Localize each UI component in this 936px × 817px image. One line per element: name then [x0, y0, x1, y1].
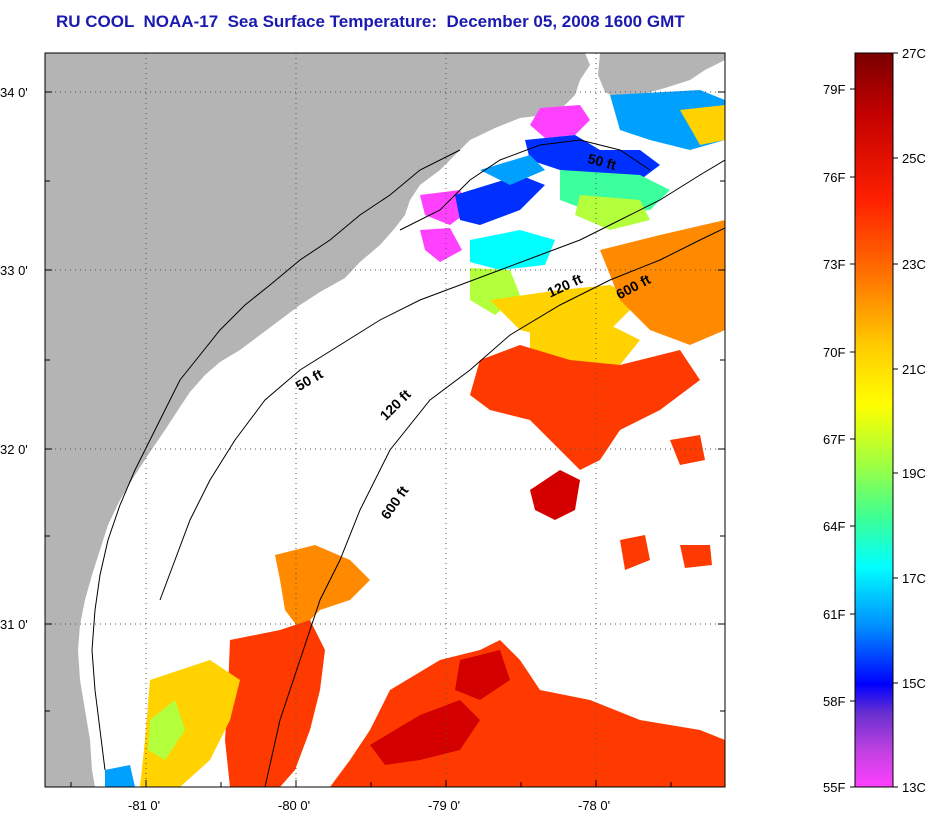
colorbar-c-label: 13C: [902, 780, 926, 795]
lat-label: 32 0': [0, 442, 28, 457]
contour-120ft: [159, 159, 725, 601]
colorbar-f-label: 70F: [823, 345, 845, 360]
lon-label: -80 0': [278, 798, 310, 813]
grid-lines: [45, 53, 725, 787]
colorbar-f-label: 67F: [823, 432, 845, 447]
lat-label: 33 0': [0, 263, 28, 278]
colorbar-c-label: 15C: [902, 676, 926, 691]
colorbar-f-label: 76F: [823, 170, 845, 185]
colorbar-f-label: 61F: [823, 607, 845, 622]
colorbar-c-label: 17C: [902, 571, 926, 586]
lon-label: -78 0': [578, 798, 610, 813]
contour-50ft: [399, 139, 651, 231]
colorbar-gradient: [854, 52, 894, 788]
lon-label: -79 0': [428, 798, 460, 813]
colorbar-c-label: 21C: [902, 362, 926, 377]
lon-label: -81 0': [128, 798, 160, 813]
colorbar-f-label: 64F: [823, 519, 845, 534]
colorbar-c-label: 25C: [902, 151, 926, 166]
sst-patches: [105, 90, 725, 787]
lat-label: 34 0': [0, 85, 28, 100]
map-body: [45, 53, 725, 787]
land-area: [45, 53, 590, 787]
colorbar-f-label: 55F: [823, 780, 845, 795]
colorbar: 79F 76F 73F 70F 67F 64F 61F 58F 55F 27C …: [823, 46, 926, 795]
colorbar-c-label: 19C: [902, 466, 926, 481]
colorbar-f-label: 58F: [823, 694, 845, 709]
contour-600ft: [264, 227, 725, 787]
colorbar-f-label: 79F: [823, 82, 845, 97]
axis-ticks: [45, 91, 725, 787]
latitude-labels: 34 0' 33 0' 32 0' 31 0': [0, 85, 28, 632]
map-frame: [44, 52, 726, 788]
depth-contours: [91, 139, 725, 787]
colorbar-f-label: 73F: [823, 257, 845, 272]
lat-label: 31 0': [0, 617, 28, 632]
map-title: RU COOL NOAA-17 Sea Surface Temperature:…: [56, 12, 685, 31]
contour-label-50ft: 50 ft: [586, 150, 618, 173]
land-area-northeast: [598, 53, 725, 100]
contour-50ft-south: [91, 149, 461, 771]
colorbar-c-label: 23C: [902, 257, 926, 272]
colorbar-c-label: 27C: [902, 46, 926, 61]
longitude-labels: -81 0' -80 0' -79 0' -78 0': [128, 798, 610, 813]
